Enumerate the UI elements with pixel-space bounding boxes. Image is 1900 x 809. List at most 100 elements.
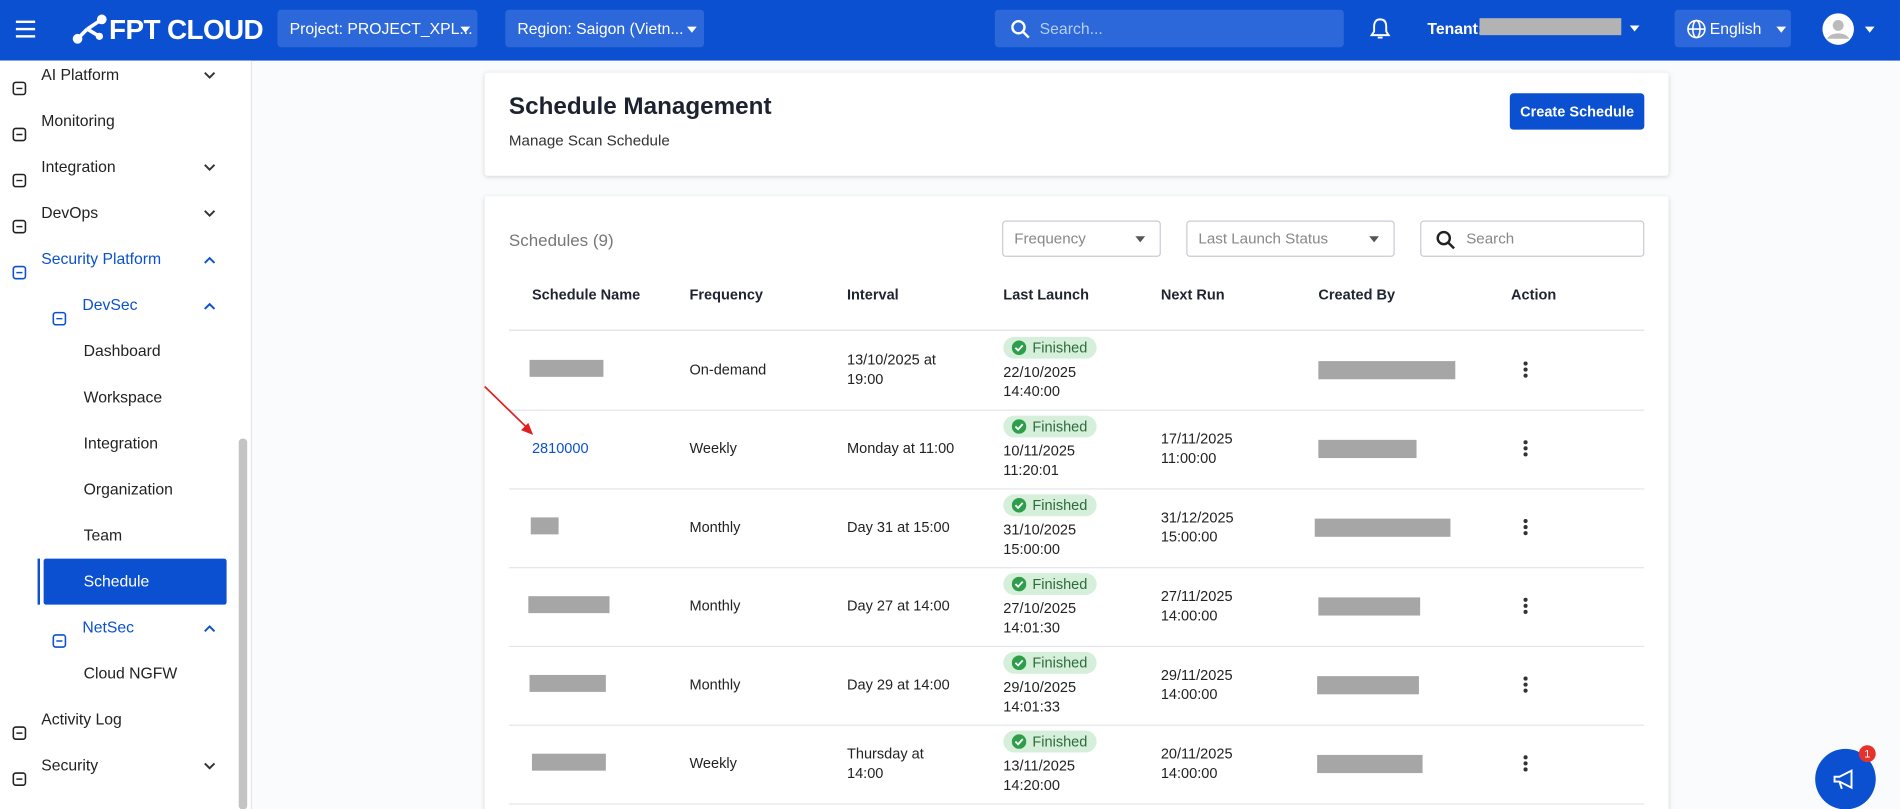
page-title: Schedule Management [508, 93, 772, 120]
megaphone-icon [1833, 769, 1853, 790]
redacted-creator [1318, 361, 1456, 380]
row-action-menu[interactable] [1521, 596, 1531, 615]
sidebar-label: Schedule [83, 571, 150, 591]
sidebar-chevron[interactable] [204, 190, 216, 236]
sidebar-item[interactable]: Integration [0, 144, 237, 190]
next-run-cell: 17/11/2025 11:00:00 [1160, 430, 1233, 467]
global-search[interactable]: Search... [994, 9, 1344, 48]
next-run-cell: 29/11/2025 14:00:00 [1160, 666, 1233, 703]
status-label: Finished [1032, 654, 1088, 672]
sidebar-label: Workspace [83, 387, 163, 406]
next-run-cell: 31/12/2025 15:00:00 [1160, 508, 1234, 546]
search-icon [1436, 230, 1455, 250]
row-action-menu[interactable] [1521, 675, 1531, 694]
sidebar-item[interactable]: DevOps [0, 190, 237, 236]
search-icon [1011, 19, 1030, 39]
last-launch-cell: 27/10/2025 14:01:30 [1003, 599, 1077, 637]
schedule-name-link[interactable]: 2810000 [531, 439, 589, 457]
sidebar-item[interactable]: AI Platform [0, 52, 237, 98]
sidebar-label: NetSec [82, 617, 135, 637]
status-icon [1011, 340, 1027, 356]
sidebar-chevron[interactable] [204, 52, 216, 98]
interval-cell: 13/10/2025 at 19:00 [846, 351, 936, 388]
frequency-cell: Weekly [689, 439, 737, 457]
language-label: English [1709, 19, 1762, 38]
row-divider [508, 567, 1645, 569]
sidebar-item[interactable]: Integration [0, 420, 237, 466]
sidebar-chevron[interactable] [204, 144, 216, 190]
row-action-menu[interactable] [1521, 360, 1531, 379]
status-label: Finished [1032, 733, 1088, 751]
header-card: Schedule Management Manage Scan Schedule… [484, 72, 1669, 176]
sidebar-item[interactable]: Organization [0, 467, 237, 513]
row-action-menu[interactable] [1521, 754, 1531, 773]
sidebar-icon [52, 298, 67, 326]
sidebar-item[interactable]: Security Platform [0, 236, 237, 282]
tenant-caret[interactable] [1629, 25, 1640, 32]
row-divider [508, 724, 1645, 726]
sidebar-icon [12, 206, 27, 234]
top-bar: FPT CLOUD Project: PROJECT_XPL... Region… [0, 0, 1900, 61]
filter-select[interactable]: Frequency [1002, 220, 1161, 257]
menu-button[interactable] [15, 19, 38, 38]
table-search[interactable]: Search [1420, 220, 1645, 257]
sidebar-chevron[interactable] [204, 605, 216, 651]
row-action-menu[interactable] [1521, 517, 1531, 536]
sidebar-label: Organization [83, 479, 173, 499]
last-launch-cell: 22/10/2025 14:40:00 [1003, 363, 1077, 400]
notifications-bell[interactable] [1369, 17, 1391, 41]
filter-select[interactable]: Last Launch Status [1186, 220, 1395, 257]
search-placeholder: Search [1466, 230, 1515, 248]
sidebar-item[interactable]: Activity Log [0, 697, 237, 743]
filter-label: Frequency [1014, 230, 1086, 248]
sidebar-label: Monitoring [41, 111, 115, 130]
sidebar-item[interactable]: Monitoring [0, 98, 237, 144]
row-divider [508, 803, 1645, 805]
table-card: Schedules (9) Frequency Last Launch Status… [484, 196, 1669, 809]
sidebar-chevron[interactable] [204, 236, 216, 282]
row-action-menu[interactable] [1521, 439, 1531, 458]
column-header: Interval [846, 285, 899, 303]
search-placeholder: Search... [1039, 19, 1103, 38]
header-divider [508, 329, 1645, 331]
tenant-label: Tenant: [1427, 19, 1484, 38]
frequency-cell: Monthly [689, 676, 741, 694]
redacted-name [528, 596, 610, 614]
sidebar-item[interactable]: NetSec [0, 605, 237, 651]
sidebar-icon [12, 759, 27, 786]
sidebar-item[interactable]: Dashboard [0, 328, 237, 374]
status-chip: Finished [1003, 651, 1098, 674]
sidebar-item[interactable]: Security [0, 743, 237, 789]
sidebar-item[interactable]: DevSec [0, 282, 237, 328]
page-subtitle: Manage Scan Schedule [508, 132, 670, 150]
sidebar-icon [12, 712, 27, 740]
language-select[interactable]: English [1674, 9, 1791, 48]
sidebar-label: Team [83, 525, 123, 545]
sidebar-chevron[interactable] [204, 743, 216, 789]
sidebar-item[interactable]: Workspace [0, 374, 237, 420]
sidebar-item[interactable]: Cloud NGFW [0, 651, 237, 697]
sidebar-item[interactable]: Team [0, 513, 237, 559]
brand-logo [72, 14, 107, 44]
sidebar-label: Dashboard [83, 341, 161, 360]
column-header: Action [1511, 285, 1557, 303]
status-icon [1011, 419, 1027, 434]
create-schedule-button[interactable]: Create Schedule [1509, 93, 1645, 130]
user-menu[interactable] [1821, 12, 1875, 46]
selected-background [43, 558, 227, 605]
sidebar-item[interactable]: Schedule [0, 558, 237, 605]
status-chip: Finished [1003, 415, 1098, 438]
status-chip: Finished [1003, 730, 1098, 753]
status-label: Finished [1032, 418, 1088, 436]
project-select[interactable]: Project: PROJECT_XPL... [277, 9, 478, 48]
sidebar-icon [12, 252, 27, 280]
redacted-name [529, 674, 606, 692]
selected-indicator [37, 558, 40, 605]
region-select[interactable]: Region: Saigon (Vietn... [505, 9, 705, 48]
frequency-cell: On-demand [689, 361, 767, 379]
annotation-arrow [484, 385, 534, 436]
sidebar-chevron[interactable] [204, 282, 216, 328]
status-label: Finished [1032, 496, 1088, 514]
tenant-redacted [1479, 18, 1622, 36]
last-launch-cell: 13/11/2025 14:20:00 [1003, 757, 1076, 794]
